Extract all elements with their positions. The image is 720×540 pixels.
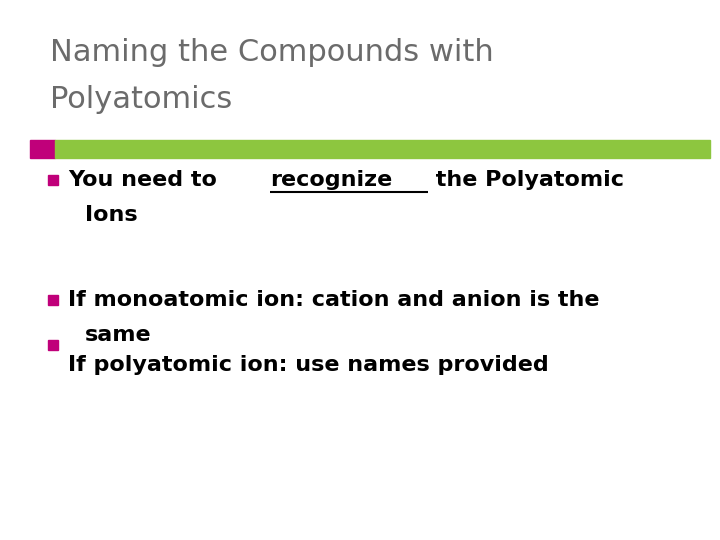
Text: If monoatomic ion: cation and anion is the: If monoatomic ion: cation and anion is t… (68, 290, 600, 310)
Bar (48, 175, 58, 185)
Text: You need to: You need to (68, 170, 225, 190)
Text: same: same (85, 325, 152, 345)
Text: the Polyatomic: the Polyatomic (428, 170, 624, 190)
Text: If polyatomic ion: use names provided: If polyatomic ion: use names provided (68, 355, 549, 375)
Text: recognize: recognize (270, 170, 392, 190)
Bar (48, 340, 58, 350)
Text: Naming the Compounds with: Naming the Compounds with (50, 38, 494, 67)
Bar (30, 140, 55, 158)
Bar (55, 140, 710, 158)
Bar (48, 295, 58, 305)
Text: Polyatomics: Polyatomics (50, 85, 233, 114)
Text: Ions: Ions (85, 205, 138, 225)
